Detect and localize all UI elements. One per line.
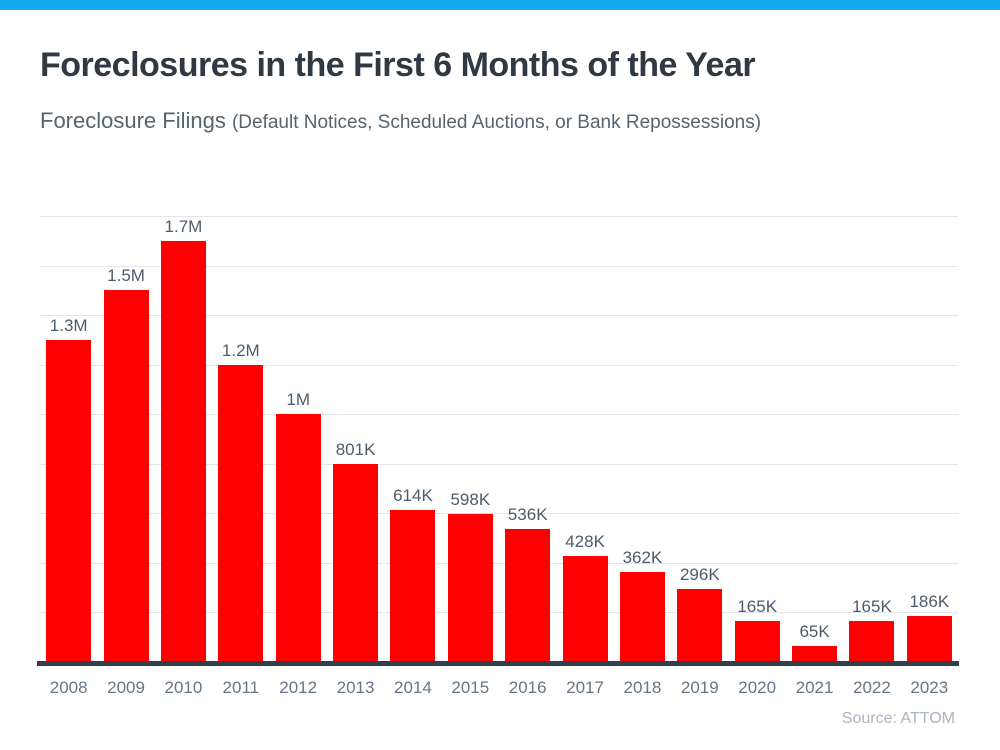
x-tick-label: 2021 bbox=[795, 678, 834, 697]
bar bbox=[906, 616, 952, 662]
subtitle-parenthetical: (Default Notices, Scheduled Auctions, or… bbox=[231, 112, 762, 133]
bar-value-label: 536K bbox=[507, 505, 548, 524]
bar-column: 428K bbox=[556, 532, 613, 662]
gridline bbox=[40, 365, 958, 366]
top-accent-bar bbox=[0, 0, 1000, 10]
bar-value-label: 598K bbox=[450, 490, 491, 509]
x-tick-label: 2023 bbox=[910, 678, 949, 697]
bar-value-label: 165K bbox=[737, 597, 778, 616]
x-tick-label: 2017 bbox=[566, 678, 604, 697]
bar bbox=[505, 529, 551, 662]
page-title: Foreclosures in the First 6 Months of th… bbox=[40, 46, 756, 84]
bar bbox=[333, 464, 379, 662]
bar bbox=[275, 414, 321, 662]
bar-column: 1.3M bbox=[40, 316, 97, 662]
bar-column: 614K bbox=[384, 486, 441, 662]
x-tick-label: 2011 bbox=[222, 678, 260, 697]
bar-value-label: 1.5M bbox=[107, 266, 145, 285]
bar-value-label: 296K bbox=[679, 565, 720, 584]
x-tick-label: 2015 bbox=[451, 678, 490, 697]
bar-column: 165K bbox=[843, 597, 900, 662]
bar-column: 1.2M bbox=[212, 341, 269, 662]
bar-column: 165K bbox=[729, 597, 786, 662]
bar bbox=[390, 510, 436, 662]
bar-value-label: 1.7M bbox=[164, 217, 203, 236]
bar-value-label: 614K bbox=[393, 486, 433, 505]
x-tick-label: 2012 bbox=[279, 678, 318, 697]
gridline bbox=[40, 315, 958, 316]
bar-column: 801K bbox=[327, 440, 384, 662]
bar-column: 1.5M bbox=[97, 266, 154, 662]
gridline bbox=[40, 464, 958, 465]
bar bbox=[103, 290, 149, 662]
bar bbox=[160, 241, 206, 662]
bar-value-label: 362K bbox=[622, 548, 663, 567]
x-tick-label: 2009 bbox=[107, 678, 145, 697]
bar bbox=[218, 365, 264, 662]
x-axis-line bbox=[37, 661, 959, 666]
gridline bbox=[40, 216, 958, 217]
bar-column: 598K bbox=[442, 490, 499, 662]
bar-value-label: 165K bbox=[852, 597, 892, 616]
x-tick-label: 2013 bbox=[336, 678, 375, 697]
bar bbox=[792, 646, 838, 662]
chart-plot-area: 1.3M 1.5M 1.7M 1.2M 1M 801K 614K 598K 536K 428K 36… bbox=[40, 216, 958, 662]
source-attribution: Source: ATTOM bbox=[841, 710, 955, 727]
bar-value-label: 65K bbox=[799, 622, 830, 641]
bar-column: 296K bbox=[671, 565, 728, 662]
chart-subtitle: Foreclosure Filings (Default Notices, Sc… bbox=[40, 108, 761, 134]
gridline bbox=[40, 266, 958, 267]
gridline bbox=[40, 563, 958, 564]
bar-column: 1.7M bbox=[155, 217, 212, 662]
bar-value-label: 1.3M bbox=[49, 316, 88, 335]
bar-value-label: 186K bbox=[909, 592, 950, 611]
bar bbox=[849, 621, 895, 662]
bar-column: 65K bbox=[786, 622, 843, 662]
x-tick-label: 2020 bbox=[738, 678, 777, 697]
x-tick-label: 2019 bbox=[680, 678, 719, 697]
bar-value-label: 428K bbox=[565, 532, 605, 551]
bar-value-label: 1.2M bbox=[221, 341, 260, 360]
x-axis-labels: 2008 2009 2010 2011 2012 2013 2014 2015 2016 2017… bbox=[40, 678, 958, 698]
gridline bbox=[40, 414, 958, 415]
x-tick-label: 2008 bbox=[49, 678, 88, 697]
bar bbox=[46, 340, 92, 662]
bar bbox=[734, 621, 780, 662]
bar-column: 536K bbox=[499, 505, 556, 662]
bar-column: 1M bbox=[270, 390, 327, 662]
x-tick-label: 2016 bbox=[508, 678, 547, 697]
bars: 1.3M 1.5M 1.7M 1.2M 1M 801K 614K 598K 536K 428K 36… bbox=[40, 216, 958, 662]
x-tick-label: 2018 bbox=[623, 678, 662, 697]
subtitle-main: Foreclosure Filings bbox=[40, 108, 232, 133]
gridline bbox=[40, 612, 958, 613]
bar-column: 362K bbox=[614, 548, 671, 662]
x-tick-label: 2014 bbox=[394, 678, 432, 697]
x-tick-label: 2022 bbox=[853, 678, 891, 697]
gridline bbox=[40, 513, 958, 514]
bar bbox=[619, 572, 665, 662]
bar bbox=[447, 514, 493, 662]
bar bbox=[562, 556, 608, 662]
x-tick-label: 2010 bbox=[164, 678, 203, 697]
bar-value-label: 1M bbox=[286, 390, 310, 409]
bar-column: 186K bbox=[901, 592, 958, 662]
bar bbox=[677, 589, 723, 662]
bar-value-label: 801K bbox=[335, 440, 376, 459]
